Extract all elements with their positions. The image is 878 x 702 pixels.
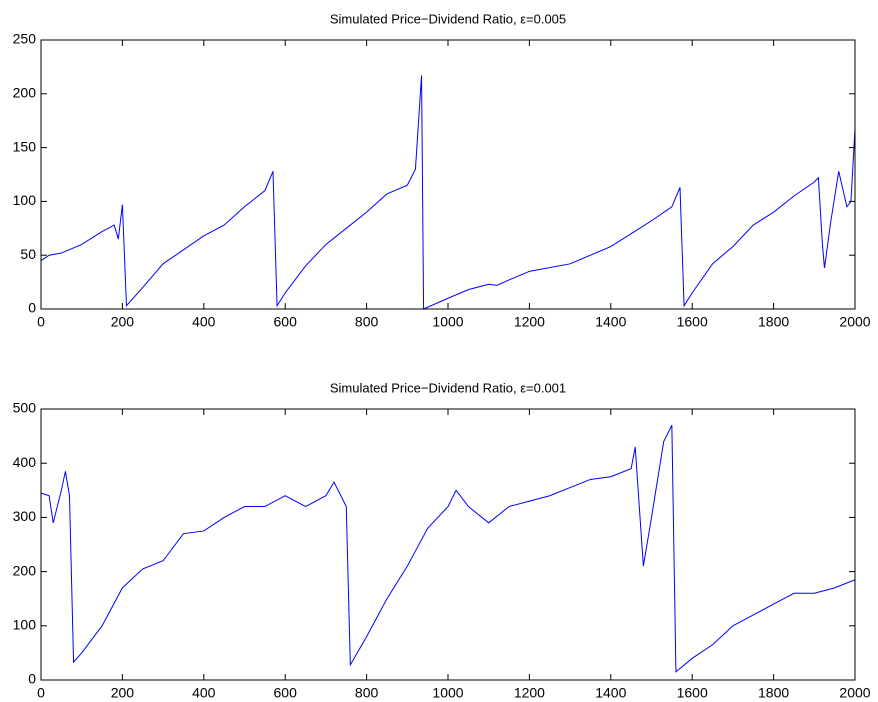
x-tick-label: 1000	[432, 314, 463, 330]
chart-title: Simulated Price−Dividend Ratio, ε=0.001	[330, 380, 566, 395]
y-tick-label: 300	[13, 508, 37, 524]
axes-box	[40, 39, 856, 310]
x-tick-label: 1400	[595, 314, 626, 330]
x-tick-label: 0	[37, 314, 45, 330]
x-tick-label: 600	[274, 314, 298, 330]
x-tick-label: 2000	[839, 314, 870, 330]
y-tick-label: 500	[13, 400, 37, 416]
y-tick-label: 0	[28, 300, 36, 316]
y-tick-label: 100	[13, 192, 37, 208]
series-line	[40, 425, 856, 673]
x-tick-label: 0	[37, 685, 45, 701]
x-tick-label: 1600	[677, 314, 708, 330]
y-tick-label: 150	[13, 138, 37, 154]
y-tick-label: 100	[13, 617, 37, 633]
x-tick-label: 800	[355, 685, 379, 701]
x-tick-label: 200	[111, 685, 135, 701]
x-tick-label: 1200	[514, 314, 545, 330]
x-tick-label: 400	[192, 314, 216, 330]
x-tick-label: 800	[355, 314, 379, 330]
x-tick-label: 200	[111, 314, 135, 330]
y-tick-label: 250	[13, 31, 37, 47]
x-tick-label: 600	[274, 685, 298, 701]
axes-box	[40, 408, 856, 681]
x-tick-label: 1200	[514, 685, 545, 701]
x-tick-label: 1600	[677, 685, 708, 701]
x-tick-label: 1400	[595, 685, 626, 701]
x-tick-label: 1800	[758, 685, 789, 701]
y-tick-label: 400	[13, 454, 37, 470]
series-line	[40, 75, 856, 310]
x-tick-label: 1000	[432, 685, 463, 701]
y-tick-label: 200	[13, 85, 37, 101]
x-tick-label: 2000	[839, 685, 870, 701]
y-tick-label: 50	[20, 246, 36, 262]
chart-title: Simulated Price−Dividend Ratio, ε=0.005	[330, 11, 566, 26]
x-tick-label: 1800	[758, 314, 789, 330]
y-tick-label: 0	[28, 671, 36, 687]
x-tick-label: 400	[192, 685, 216, 701]
y-tick-label: 200	[13, 562, 37, 578]
